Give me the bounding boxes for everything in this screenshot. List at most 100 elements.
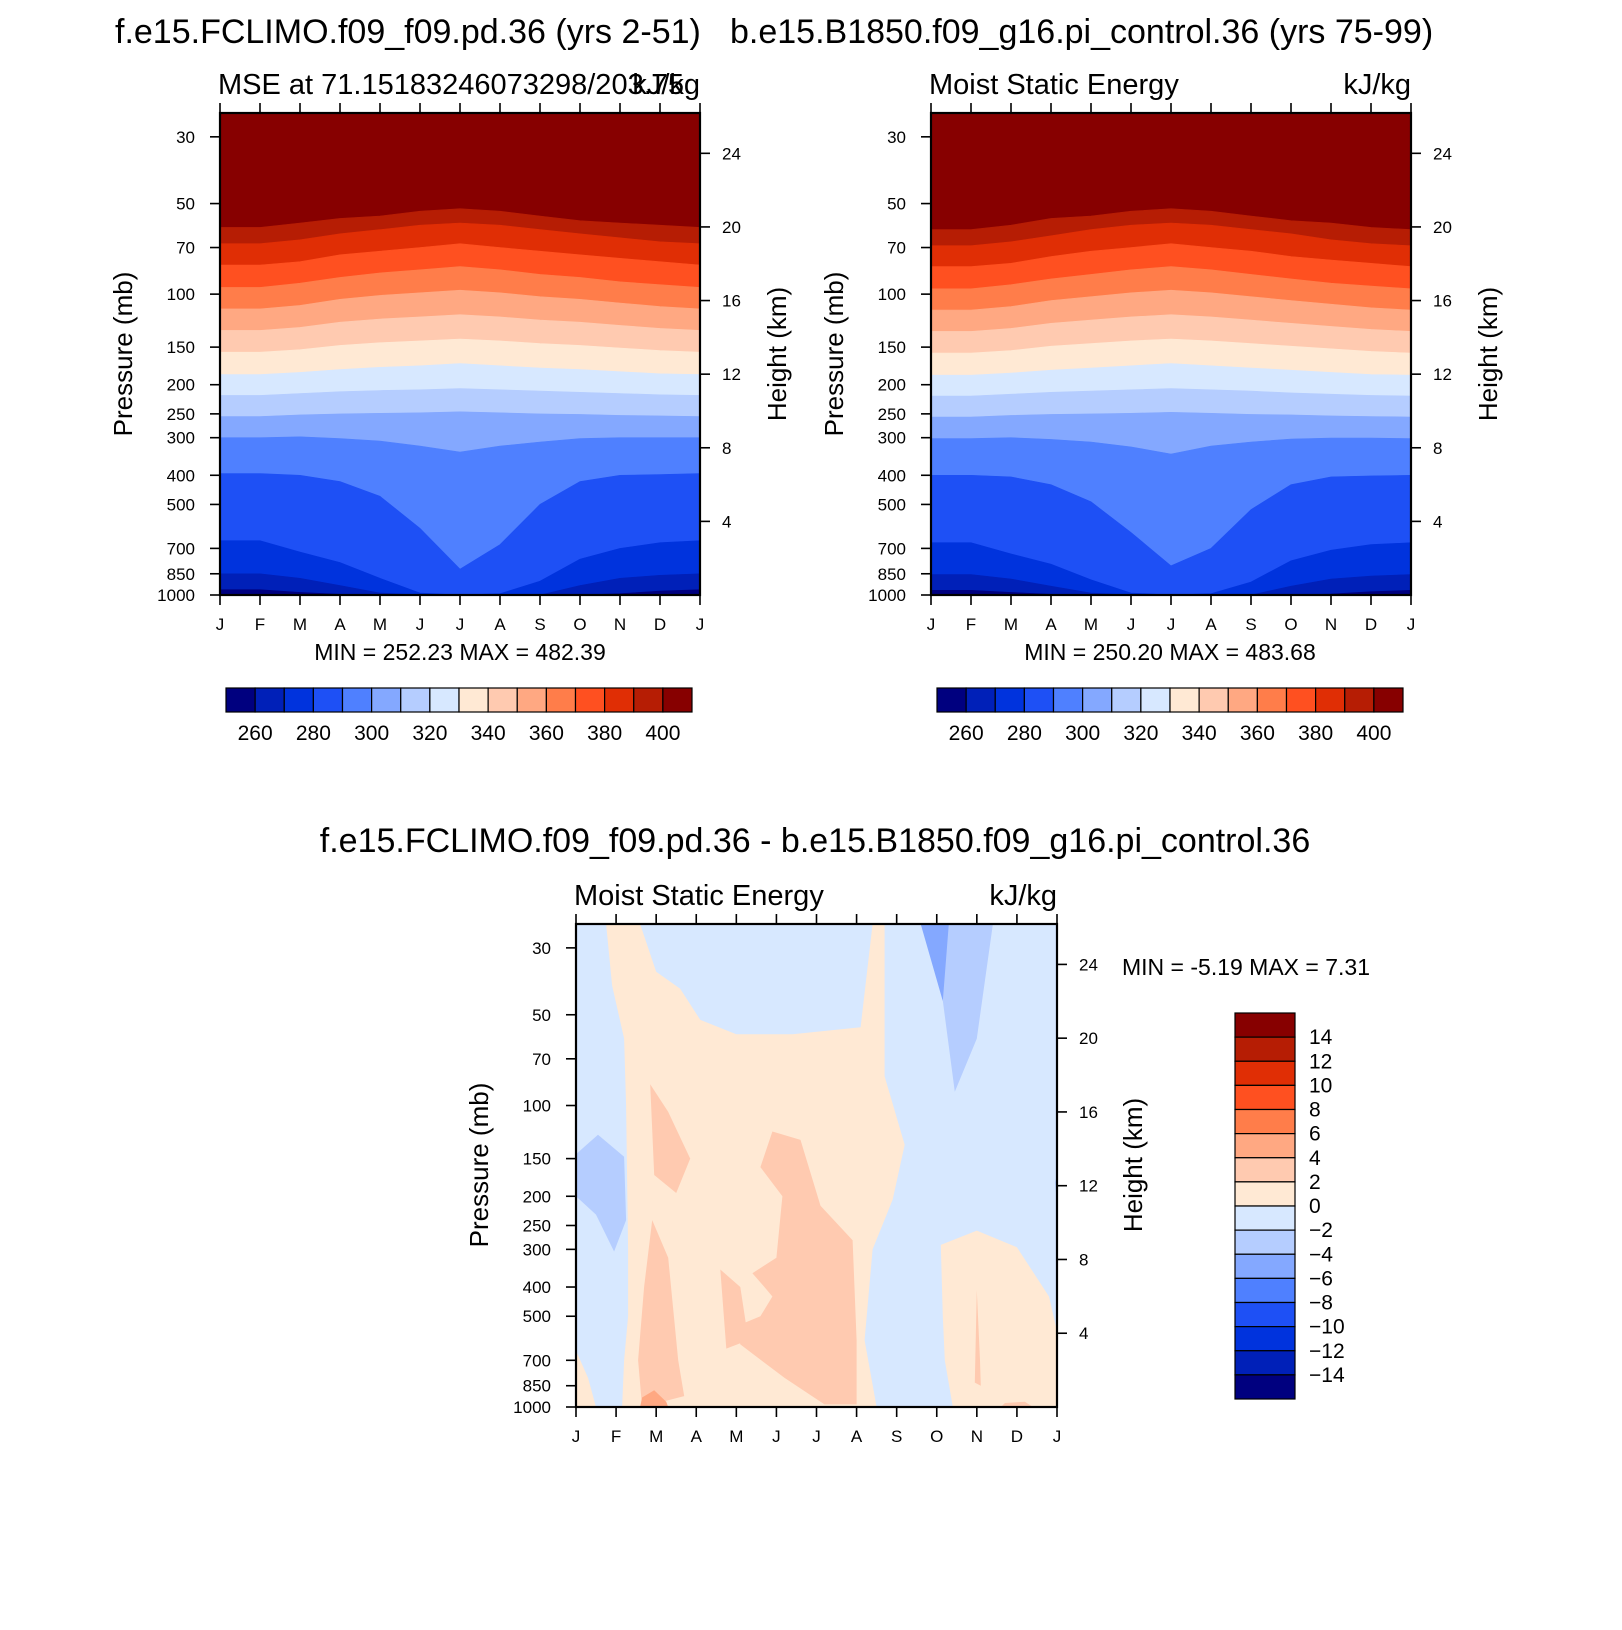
x-tick-label: N [1325,615,1337,634]
y-tick-label: 1000 [513,1398,551,1417]
panel2-ylabel: Pressure (mb) [819,272,849,437]
panel2-title: b.e15.B1850.f09_g16.pi_control.36 (yrs 7… [730,13,1433,51]
colorbar-label: 280 [296,722,331,745]
panel2-subtitle-right: kJ/kg [1343,69,1411,101]
panel1-ylabel-right: Height (km) [762,287,792,421]
colorbar-label: 260 [238,722,273,745]
x-tick-label: M [373,615,387,634]
y-tick-label: 850 [167,565,195,584]
colorbar-swatch [429,687,460,713]
x-tick-label: J [772,1427,781,1446]
diff-negative-core-oct [920,924,949,1001]
colorbar-swatch [1256,687,1288,713]
panel3-plot: Moist Static Energy kJ/kg J F M A M J J A S O N D J 3… [464,880,1370,1446]
x-tick-label: S [534,615,545,634]
panel3-ylabel-right: Height (km) [1118,1098,1148,1232]
y-tick-label: 300 [523,1240,551,1259]
y-right-tick-label: 12 [1433,365,1452,384]
colorbar-swatch [1234,1036,1296,1062]
colorbar-swatch [225,687,256,713]
y-tick-label: 500 [878,495,906,514]
y-tick-label: 100 [167,285,195,304]
colorbar-label: 14 [1309,1026,1333,1049]
x-tick-label: A [334,615,346,634]
x-tick-label: S [1245,615,1256,634]
y-tick-label: 250 [878,405,906,424]
y-tick-label: 400 [167,466,195,485]
panel1-title: f.e15.FCLIMO.f09_f09.pd.36 (yrs 2-51) [115,13,701,51]
colorbar-label: 360 [1240,722,1275,745]
panel2-plot: Moist Static Energy kJ/kg J F M A M J J A S O N D J 3… [819,69,1503,745]
colorbar-label: −4 [1309,1243,1333,1266]
y-tick-label: 200 [878,376,906,395]
diff-core-mar-lower [638,1220,685,1407]
panel2-min-max: MIN = 250.20 MAX = 483.68 [1024,639,1316,665]
y-tick-label: 50 [887,195,906,214]
x-tick-label: M [649,1427,663,1446]
x-tick-label: A [494,615,506,634]
x-tick-label: A [691,1427,703,1446]
colorbar-label: 6 [1309,1123,1321,1146]
panel3-subtitle-left: Moist Static Energy [574,880,824,912]
colorbar-swatch [1234,1301,1296,1328]
colorbar-swatch [341,687,373,713]
y-tick-label: 300 [167,429,195,448]
y-right-tick-label: 16 [1079,1103,1098,1122]
y-tick-label: 70 [887,239,906,258]
band-below-270 [931,574,1411,595]
y-tick-label: 150 [523,1150,551,1169]
y-tick-label: 250 [167,405,195,424]
colorbar-label: 340 [471,722,506,745]
colorbar-swatch [400,687,431,713]
x-tick-label: J [1407,615,1416,634]
colorbar-swatch [1140,687,1171,713]
y-right-tick-label: 20 [1433,218,1452,237]
colorbar-label: 400 [645,722,680,745]
colorbar-swatch [516,687,547,713]
x-tick-label: J [1053,1427,1062,1446]
panel1-colorbar: 260 280 300 320 340 360 380 400 [225,687,693,745]
colorbar-label: 340 [1182,722,1217,745]
panel1-subtitle-right: kJ/kg [632,69,700,101]
x-tick-label: J [216,615,225,634]
y-tick-label: 300 [878,429,906,448]
y-tick-label: 30 [532,939,551,958]
colorbar-swatch [1234,1229,1296,1255]
colorbar-label: −6 [1309,1267,1333,1290]
colorbar-label: 4 [1309,1147,1321,1170]
x-tick-label: A [1045,615,1057,634]
panel3-axes: J F M A M J J A S O N D J 30 50 70 100 150 200 250 300 400 500… [513,914,1098,1446]
x-tick-label: J [456,615,465,634]
colorbar-swatch [662,687,693,713]
x-tick-label: J [696,615,705,634]
y-right-tick-label: 12 [722,365,741,384]
colorbar-label: 0 [1309,1195,1321,1218]
y-tick-label: 30 [176,128,195,147]
y-tick-label: 700 [167,539,195,558]
x-tick-label: A [1205,615,1217,634]
colorbar-swatch [1234,1350,1296,1376]
y-right-tick-label: 8 [1433,439,1442,458]
colorbar-label: 380 [587,722,622,745]
y-tick-label: 50 [532,1006,551,1025]
colorbar-label: 12 [1309,1050,1332,1073]
panel3-min-max: MIN = -5.19 MAX = 7.31 [1122,954,1370,980]
y-right-tick-label: 4 [1433,512,1442,531]
y-tick-label: 200 [523,1187,551,1206]
y-tick-label: 150 [878,338,906,357]
colorbar-label: −10 [1309,1316,1345,1339]
y-tick-label: 250 [523,1216,551,1235]
y-tick-label: 850 [878,565,906,584]
panel2-colorbar: 260 280 300 320 340 360 380 400 [936,687,1404,745]
colorbar-label: 380 [1298,722,1333,745]
y-tick-label: 1000 [868,586,906,605]
y-tick-label: 100 [878,285,906,304]
panel1-subtitle-left: MSE at 71.15183246073298/203.75 [218,69,684,101]
y-tick-label: 30 [887,128,906,147]
x-tick-label: S [891,1427,902,1446]
x-tick-label: F [255,615,265,634]
y-right-tick-label: 4 [722,512,731,531]
colorbar-swatch [1023,687,1055,713]
colorbar-swatch [1198,687,1229,713]
